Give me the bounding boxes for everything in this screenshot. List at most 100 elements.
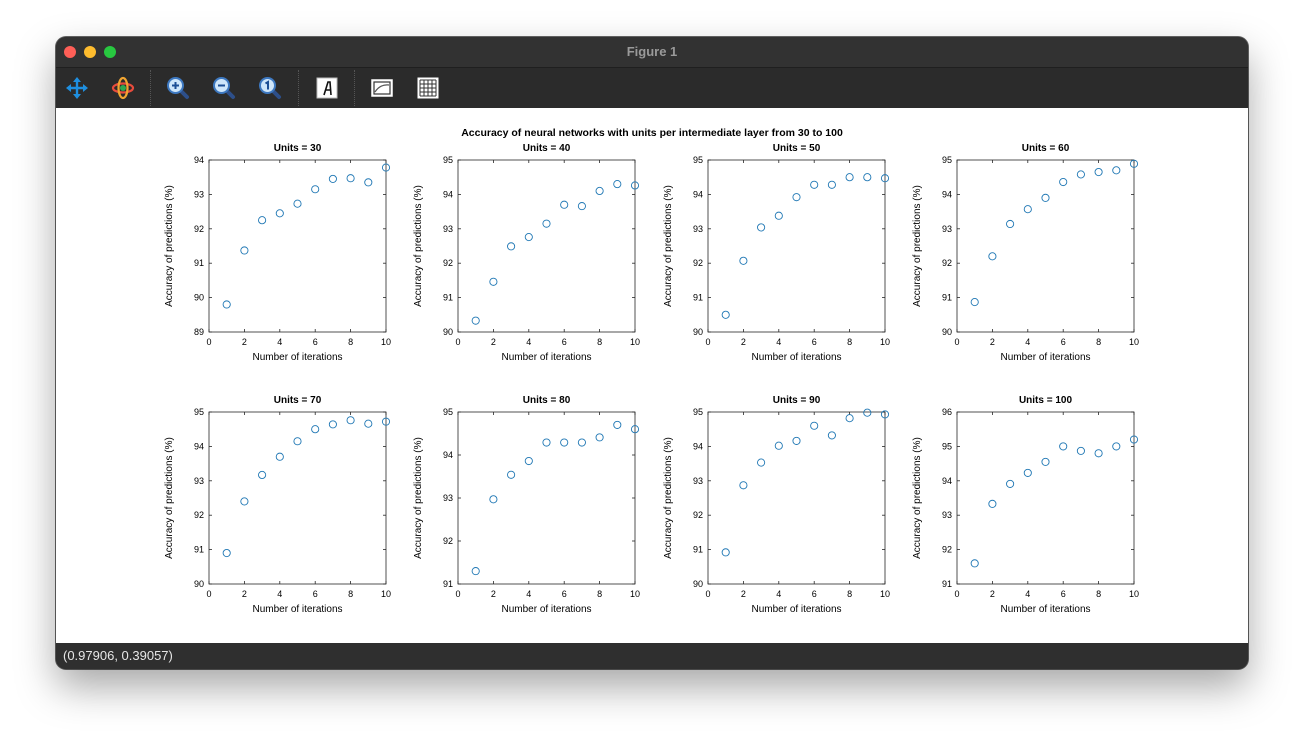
data-point [739, 481, 748, 490]
data-point [1041, 457, 1050, 466]
y-tick-label: 94 [693, 441, 703, 451]
data-point [827, 431, 836, 440]
x-tick-label: 0 [206, 589, 211, 599]
data-point [757, 223, 766, 232]
x-tick-label: 2 [741, 337, 746, 347]
data-point [577, 438, 586, 447]
y-axis-label: Accuracy of predictions (%) [164, 437, 175, 559]
y-tick-label: 91 [693, 545, 703, 555]
data-point [1076, 170, 1085, 179]
x-tick-label: 4 [776, 337, 781, 347]
y-tick-label: 91 [693, 293, 703, 303]
data-point [739, 256, 748, 265]
x-tick-label: 8 [348, 589, 353, 599]
data-point [328, 420, 337, 429]
x-tick-label: 4 [526, 589, 531, 599]
data-point [863, 408, 872, 417]
data-point [275, 209, 284, 218]
x-tick-label: 8 [1096, 337, 1101, 347]
y-tick-label: 92 [693, 258, 703, 268]
data-point [328, 174, 337, 183]
close-window-button[interactable] [64, 46, 76, 58]
data-point [346, 416, 355, 425]
maximize-window-button[interactable] [104, 46, 116, 58]
subplot-4: Units = 60 0 2 4 6 8 10 90 91 92 93 94 95 Number of i… [912, 143, 1139, 363]
data-point [1094, 449, 1103, 458]
y-tick-label: 94 [443, 189, 453, 199]
data-point [1006, 479, 1015, 488]
x-tick-label: 6 [812, 589, 817, 599]
x-tick-label: 6 [562, 337, 567, 347]
toolbar [56, 68, 1248, 108]
y-tick-label: 91 [443, 579, 453, 589]
x-tick-label: 2 [741, 589, 746, 599]
x-tick-label: 4 [1025, 337, 1030, 347]
y-tick-label: 92 [443, 258, 453, 268]
text-tool-button[interactable] [312, 74, 342, 102]
y-tick-label: 92 [443, 536, 453, 546]
y-tick-label: 94 [942, 476, 952, 486]
data-point [471, 567, 480, 576]
y-tick-label: 95 [194, 407, 204, 417]
data-point [507, 242, 516, 251]
subplot-8: Units = 100 0 2 4 6 8 10 91 92 93 94 95 96 Number of … [912, 395, 1139, 615]
grid-tool-button[interactable] [413, 74, 443, 102]
data-point [792, 436, 801, 445]
rotate-tool-button[interactable] [108, 74, 138, 102]
y-tick-label: 89 [194, 327, 204, 337]
data-point [810, 180, 819, 189]
x-tick-label: 10 [381, 589, 391, 599]
pan-arrows-icon [66, 77, 88, 99]
data-point [595, 433, 604, 442]
subplot-title: Units = 40 [523, 143, 571, 154]
y-tick-label: 92 [194, 510, 204, 520]
x-tick-label: 8 [597, 337, 602, 347]
y-axis-label: Accuracy of predictions (%) [663, 437, 674, 559]
x-tick-label: 8 [847, 337, 852, 347]
x-tick-label: 0 [954, 589, 959, 599]
data-point [880, 410, 890, 419]
x-tick-label: 6 [313, 589, 318, 599]
zoom-out-tool-button[interactable] [209, 74, 239, 102]
data-point [364, 419, 373, 428]
data-point [258, 216, 267, 225]
data-point [311, 425, 320, 434]
data-point [222, 300, 231, 309]
y-tick-label: 94 [443, 450, 453, 460]
data-point [1129, 159, 1139, 168]
x-tick-label: 4 [277, 589, 282, 599]
subplot-2: Units = 40 0 2 4 6 8 10 90 91 92 93 94 95 Number of i… [413, 143, 640, 363]
x-tick-label: 10 [880, 589, 890, 599]
data-point [489, 277, 498, 286]
x-tick-label: 10 [630, 589, 640, 599]
zoom-reset-tool-button[interactable] [255, 74, 285, 102]
window-title: Figure 1 [626, 44, 678, 59]
y-tick-label: 91 [942, 579, 952, 589]
axes-tool-button[interactable] [367, 74, 397, 102]
pan-tool-button[interactable] [62, 74, 92, 102]
y-tick-label: 91 [194, 258, 204, 268]
y-tick-label: 95 [693, 155, 703, 165]
y-tick-label: 93 [693, 224, 703, 234]
subplot-title: Units = 70 [274, 395, 322, 406]
x-tick-label: 0 [954, 337, 959, 347]
x-tick-label: 8 [348, 337, 353, 347]
subplot-1: Units = 30 0 2 4 6 8 10 89 90 91 92 93 94 Number of i… [164, 143, 391, 363]
axes-frame [457, 159, 636, 333]
y-tick-label: 94 [194, 155, 204, 165]
data-point [970, 559, 979, 568]
status-bar: (0.97906, 0.39057) [56, 643, 1248, 669]
data-point [630, 181, 640, 190]
x-tick-label: 10 [381, 337, 391, 347]
y-tick-label: 93 [443, 224, 453, 234]
figure-canvas[interactable]: Accuracy of neural networks with units p… [56, 108, 1248, 643]
minimize-window-button[interactable] [84, 46, 96, 58]
zoom-in-tool-button[interactable] [163, 74, 193, 102]
y-axis-label: Accuracy of predictions (%) [663, 185, 674, 307]
subplot-title: Units = 60 [1022, 143, 1070, 154]
x-tick-label: 10 [1129, 589, 1139, 599]
text-icon [316, 77, 338, 99]
subplot-title: Units = 100 [1019, 395, 1073, 406]
data-point [381, 417, 391, 426]
y-tick-label: 90 [942, 327, 952, 337]
